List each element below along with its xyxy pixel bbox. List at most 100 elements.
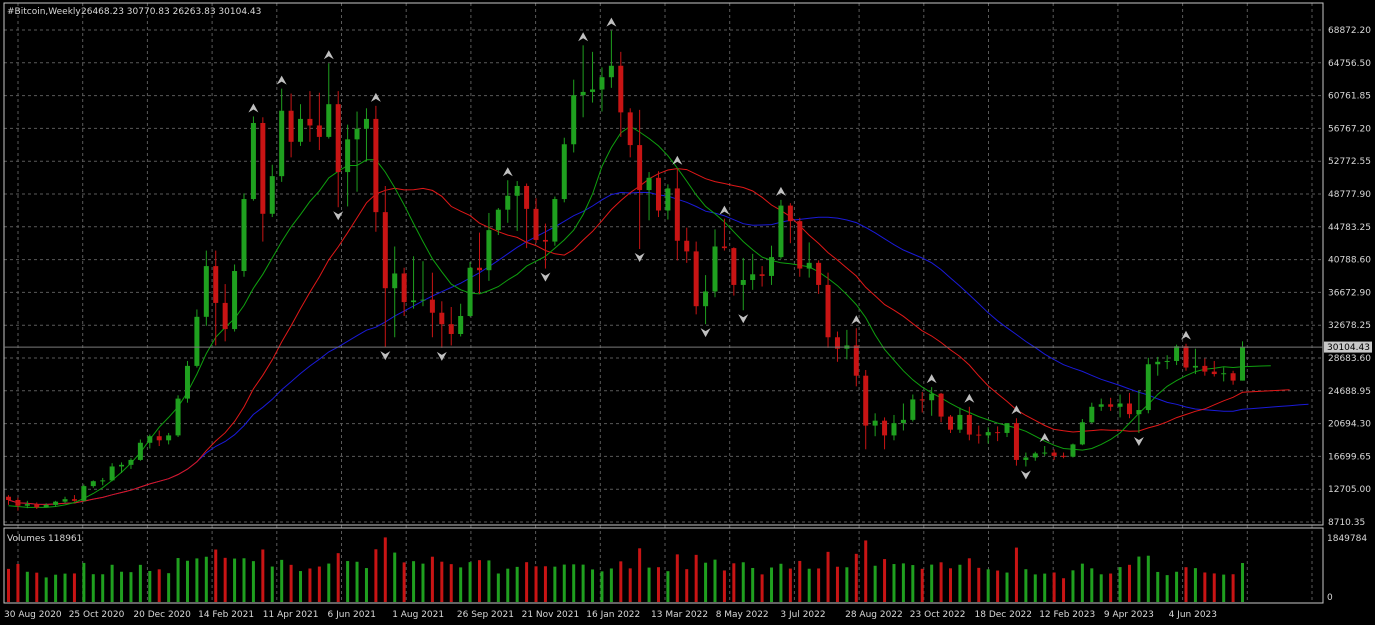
- fractal-up-marker: [964, 393, 975, 403]
- volume-bar: [430, 556, 434, 602]
- price-tick-label: 8710.35: [1328, 518, 1365, 528]
- time-tick-label: 26 Sep 2021: [457, 610, 514, 620]
- time-tick-label: 9 Apr 2023: [1104, 610, 1154, 620]
- candle-body: [1070, 444, 1076, 457]
- candle-body: [100, 480, 106, 482]
- candle-body: [1221, 373, 1227, 375]
- volume-bar: [1005, 572, 1009, 602]
- candle-body: [128, 459, 134, 465]
- time-tick-label: 21 Nov 2021: [522, 610, 580, 620]
- candle-body: [250, 123, 256, 200]
- volume-bar: [656, 567, 660, 602]
- fractal-down-marker: [634, 252, 645, 262]
- candle-body: [137, 442, 143, 460]
- volume-bar: [120, 571, 124, 602]
- volume-bar: [1090, 568, 1094, 602]
- fractal-down-marker: [333, 211, 344, 221]
- volume-bar: [751, 567, 755, 602]
- volume-bar: [214, 549, 218, 602]
- candle-body: [15, 500, 21, 506]
- volume-bar: [72, 573, 76, 602]
- volume-bar: [393, 552, 397, 602]
- candle-body: [62, 499, 68, 502]
- price-tick-label: 68872.20: [1328, 26, 1371, 36]
- volume-bar: [534, 566, 538, 602]
- candle-body: [184, 365, 190, 399]
- volume-bar: [996, 570, 1000, 602]
- volume-bar: [1231, 574, 1235, 602]
- volume-bar: [609, 568, 613, 602]
- price-tick-label: 60761.85: [1328, 92, 1371, 102]
- volume-bar: [845, 567, 849, 602]
- candle-body: [222, 302, 228, 330]
- fractal-markers: [248, 17, 1191, 480]
- candle-body: [411, 300, 417, 303]
- candle-body: [721, 246, 727, 249]
- candle-body: [542, 239, 548, 242]
- volume-bar: [280, 559, 284, 602]
- fractal-up-marker: [502, 167, 513, 177]
- candle-body: [618, 65, 624, 113]
- candle-body: [571, 95, 577, 145]
- time-tick-label: 20 Dec 2020: [133, 610, 191, 620]
- candle-body: [948, 416, 953, 430]
- volume-bar: [242, 558, 246, 602]
- volume-bar: [289, 564, 293, 602]
- volume-bar: [553, 566, 557, 602]
- fractal-up-marker: [276, 75, 287, 85]
- time-tick-label: 25 Oct 2020: [69, 610, 125, 620]
- candle-body: [175, 398, 181, 436]
- candle-body: [1042, 452, 1048, 454]
- candle-body: [298, 118, 304, 142]
- candle-body: [580, 91, 586, 96]
- fractal-up-marker: [926, 374, 937, 384]
- candle-body: [448, 324, 454, 334]
- candle-body: [655, 177, 661, 211]
- volume-bar: [336, 553, 340, 602]
- candle-body: [420, 299, 426, 301]
- candle-body: [1079, 422, 1085, 445]
- volume-bar: [1156, 571, 1160, 602]
- price-tick-label: 12705.00: [1328, 485, 1371, 495]
- volume-bar: [949, 568, 952, 602]
- candle-body: [109, 466, 115, 481]
- candle-body: [363, 118, 369, 129]
- volume-bar: [854, 553, 858, 602]
- volume-bar: [496, 573, 500, 602]
- volume-bar: [543, 566, 547, 602]
- candle-body: [392, 273, 398, 289]
- volume-bar: [487, 560, 491, 602]
- volume-bar: [421, 563, 425, 602]
- price-tick-label: 36672.90: [1328, 288, 1371, 298]
- volume-bar: [91, 574, 95, 602]
- volume-bar: [958, 564, 962, 602]
- candlesticks: [6, 30, 1246, 511]
- time-tick-label: 8 May 2022: [716, 610, 769, 620]
- candle-body: [335, 104, 341, 173]
- candle-body: [401, 273, 407, 303]
- volume-bar: [798, 560, 802, 602]
- candle-body: [693, 251, 699, 307]
- volume-bar: [402, 562, 406, 602]
- candle-body: [345, 139, 351, 173]
- candle-body: [976, 434, 982, 436]
- volume-bar: [807, 568, 811, 602]
- price-pane-frame: [3, 2, 1324, 526]
- candle-body: [684, 240, 690, 252]
- fractal-up-marker: [775, 186, 786, 196]
- fractal-up-marker: [370, 92, 381, 102]
- candle-body: [203, 266, 209, 317]
- time-tick-label: 11 Apr 2021: [263, 610, 319, 620]
- volume-bar: [515, 566, 519, 602]
- current-price-tag: 30104.43: [1324, 341, 1372, 353]
- volume-bar: [54, 574, 58, 602]
- volume-bar: [383, 537, 387, 602]
- fractal-down-marker: [1020, 470, 1031, 480]
- volume-bar: [1146, 555, 1150, 602]
- candle-body: [467, 267, 473, 317]
- candle-body: [872, 420, 878, 426]
- time-tick-label: 1 Aug 2021: [392, 610, 444, 620]
- candle-body: [119, 464, 125, 467]
- candle-body: [627, 112, 633, 146]
